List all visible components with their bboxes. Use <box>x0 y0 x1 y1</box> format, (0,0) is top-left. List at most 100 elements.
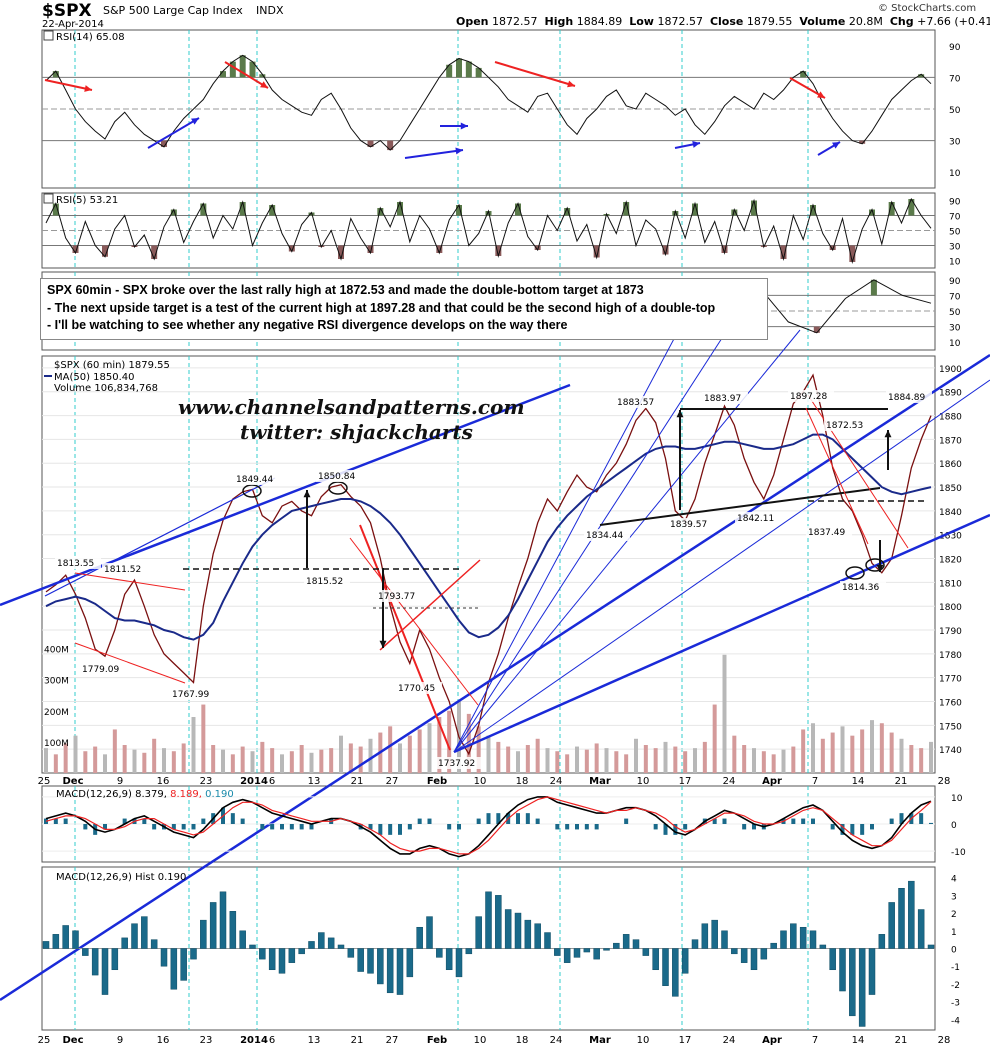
volume-bar <box>280 754 284 773</box>
macd-tick-1: 0 <box>951 821 957 831</box>
bottom-x-label-1: Dec <box>62 1035 83 1046</box>
hist-bar <box>799 926 807 949</box>
volume-bar <box>289 751 294 773</box>
price-x-label-8: 21 <box>351 776 364 787</box>
hist-tick-0: 4 <box>951 875 957 885</box>
rsi14-overbought-fill <box>446 64 453 78</box>
price-label-12: 1839.57 <box>670 520 707 530</box>
rsi5-tick-4: 10 <box>949 258 961 268</box>
price-label-5: 1850.84 <box>318 472 355 482</box>
hist-bar <box>475 916 482 949</box>
rsi14-oversold-fill <box>387 140 394 151</box>
hist-bar <box>239 930 246 949</box>
hist-bar <box>91 948 99 976</box>
price-x-label-4: 23 <box>200 776 213 787</box>
trendline-11 <box>74 642 186 684</box>
macd-mini-hist-bar <box>447 824 452 830</box>
price-label-0: 1813.55 <box>57 559 94 569</box>
rsi5-oversold-fill <box>102 245 108 257</box>
rsi-divergence-arrow-2 <box>147 117 200 149</box>
bottom-x-label-7: 13 <box>308 1035 321 1046</box>
hist-bar <box>554 948 561 956</box>
price-x-label-2: 9 <box>117 776 123 787</box>
rsi14-tick-2: 50 <box>949 106 961 116</box>
hist-bar <box>377 948 384 985</box>
volume-bar <box>840 726 845 773</box>
macd-mini-hist-bar <box>673 824 678 835</box>
volume-bar <box>447 710 452 773</box>
watermark-website: www.channelsandpatterns.com <box>178 395 525 419</box>
rsi14-tick-4: 10 <box>949 169 961 179</box>
price-label-15: 1897.28 <box>790 392 827 402</box>
exchange: INDX <box>256 4 284 17</box>
rsi5-oversold-fill <box>367 245 374 253</box>
hist-bar <box>219 891 227 949</box>
hist-bar <box>662 948 669 986</box>
rsi5-tick-2: 50 <box>949 228 961 238</box>
hist-bar <box>632 939 640 949</box>
bottom-x-label-20: 14 <box>852 1035 865 1046</box>
hist-bar <box>809 930 817 949</box>
price-x-label-19: 7 <box>812 776 818 787</box>
price-x-label-12: 18 <box>516 776 529 787</box>
volume-bar <box>339 735 343 773</box>
rsi5-oversold-fill <box>662 245 669 255</box>
hist-bar <box>318 932 325 949</box>
volume-bar <box>830 732 835 773</box>
bottom-x-label-17: 24 <box>723 1035 736 1046</box>
volume-bar <box>545 748 550 773</box>
hist-bar <box>180 948 187 981</box>
hist-bar <box>445 948 453 971</box>
price-x-label-11: 10 <box>474 776 487 787</box>
watermark-twitter: twitter: shjackcharts <box>240 420 473 444</box>
volume-bar <box>250 751 255 773</box>
hist-bar <box>150 939 158 949</box>
volume-bar <box>112 729 117 773</box>
bottom-x-label-19: 7 <box>812 1035 818 1046</box>
target-arrow-1-head <box>379 640 387 648</box>
price-x-label-20: 14 <box>852 776 865 787</box>
bottom-x-label-21: 21 <box>895 1035 908 1046</box>
price-x-label-17: 24 <box>723 776 736 787</box>
price-label-bg-19 <box>886 391 932 403</box>
volume-bar <box>899 738 904 773</box>
rsi5-overbought-fill <box>692 203 698 216</box>
macd-mini-hist-bar <box>171 824 176 830</box>
volume-bar <box>693 748 697 773</box>
rsi14-legend-swatch <box>43 30 54 41</box>
volume-bar <box>663 741 668 773</box>
rsi14-overbought-fill <box>229 61 236 78</box>
rsi5-oversold-fill <box>593 245 600 258</box>
hist-bar <box>593 948 600 960</box>
rsi5-overbought-fill <box>515 203 521 216</box>
price-tick-9: 1810 <box>939 579 962 589</box>
rsi5-overbought-fill <box>52 203 59 216</box>
rsi-hidden-overbought-fill <box>870 279 877 296</box>
macd-mini-hist-bar <box>201 818 206 824</box>
rsi14-oversold-fill <box>859 140 866 144</box>
price-label-bg-16 <box>824 419 870 431</box>
price-label-bg-11 <box>615 396 661 408</box>
hist-bar <box>367 948 374 974</box>
rsi5-overbought-fill <box>672 211 679 216</box>
price-tick-13: 1770 <box>939 675 962 685</box>
rsi5-tick-1: 70 <box>949 213 961 223</box>
hist-bar <box>485 891 492 949</box>
rsi5-overbought-fill <box>731 209 738 216</box>
hist-bar <box>495 895 502 949</box>
chg-label: Chg <box>889 15 914 28</box>
rsi-divergence-arrow-3-head <box>260 81 268 88</box>
macd-mini-hist-bar <box>122 818 127 824</box>
ma50-line <box>45 433 932 641</box>
volume-bar <box>191 717 196 773</box>
hist-bar <box>259 948 266 960</box>
hist-bar <box>209 902 217 949</box>
rsi-divergence-arrow-8-head <box>832 142 840 149</box>
rsi14-tick-3: 30 <box>949 138 961 148</box>
price-x-label-22: 28 <box>938 776 951 787</box>
hist-bar <box>327 937 335 949</box>
volume-bar <box>240 746 245 773</box>
volume-bar <box>653 748 658 773</box>
price-tick-12: 1780 <box>939 651 962 661</box>
rsi-hidden-oversold-fill <box>813 326 820 333</box>
